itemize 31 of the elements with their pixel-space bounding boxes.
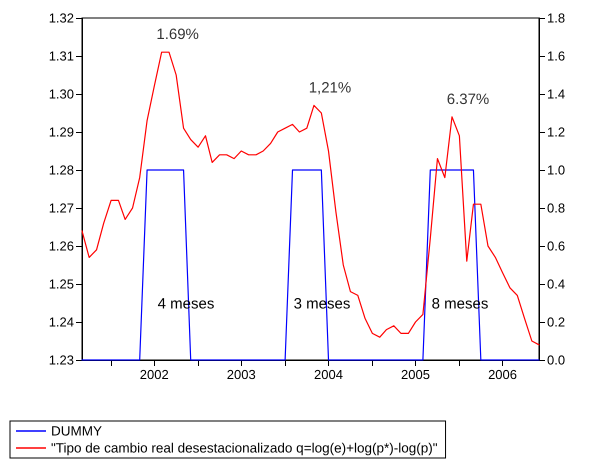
y2-tick-label: 1.2 — [547, 124, 566, 140]
y-tick-label: 1.30 — [48, 86, 74, 102]
x-tick-label: 2004 — [314, 367, 343, 382]
y2-tick-label: 0.0 — [547, 352, 566, 368]
y2-tick-label: 1.0 — [547, 162, 566, 178]
x-tick-label: 2002 — [140, 367, 169, 382]
y2-tick-label: 1.4 — [547, 86, 566, 102]
legend-label: DUMMY — [51, 424, 102, 438]
y2-tick-label: 0.2 — [547, 314, 566, 330]
x-tick-label: 2006 — [488, 367, 517, 382]
y-tick-label: 1.23 — [48, 352, 74, 368]
y-tick-label: 1.26 — [48, 238, 74, 254]
y2-tick-label: 1.8 — [547, 10, 566, 26]
y-tick-label: 1.31 — [48, 48, 74, 64]
y-tick-label: 1.28 — [48, 162, 74, 178]
x-tick-label: 2005 — [401, 367, 430, 382]
annotation: 1.69% — [156, 26, 199, 44]
y2-tick-label: 0.6 — [547, 238, 566, 254]
y2-tick-label: 0.4 — [547, 276, 566, 292]
line-series — [81, 52, 540, 346]
y-tick-label: 1.27 — [48, 200, 74, 216]
legend-label: "Tipo de cambio real desestacionalizado q=log(e)+log(p*)-log(p)" — [51, 440, 438, 456]
y2-tick-label: 1.6 — [547, 48, 566, 64]
y-tick-label: 1.25 — [48, 276, 74, 292]
y-tick-label: 1.32 — [48, 10, 74, 26]
y-tick-label: 1.24 — [48, 314, 74, 330]
annotation: 6.37% — [446, 90, 490, 108]
annotation: 1,21% — [308, 79, 352, 96]
y2-tick-label: 0.8 — [547, 200, 566, 216]
y-tick-label: 1.29 — [48, 124, 74, 140]
x-tick-label: 2003 — [226, 367, 256, 382]
